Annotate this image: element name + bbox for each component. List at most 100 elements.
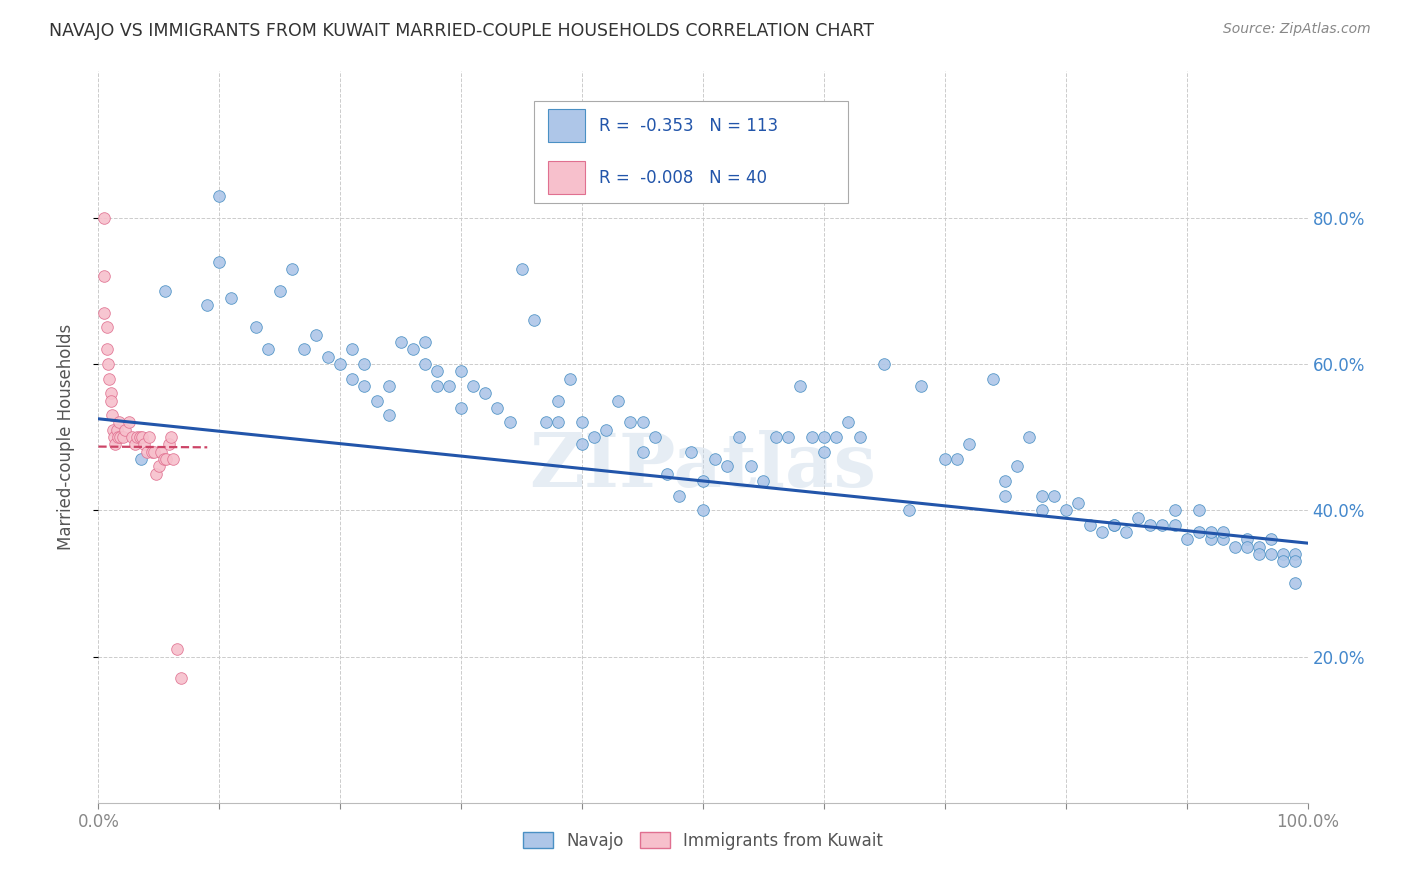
Point xyxy=(426,364,449,378)
Point xyxy=(1236,540,1258,554)
Point xyxy=(1199,525,1222,540)
Point xyxy=(498,416,520,430)
Point xyxy=(162,452,184,467)
Point xyxy=(571,416,593,430)
Point xyxy=(1284,547,1306,561)
Point xyxy=(402,343,425,357)
Point xyxy=(981,371,1004,385)
Point xyxy=(1260,533,1282,547)
Y-axis label: Married-couple Households: Married-couple Households xyxy=(56,324,75,550)
Point xyxy=(1007,459,1029,474)
Point xyxy=(1115,525,1137,540)
Point xyxy=(1102,517,1125,532)
Point xyxy=(679,444,702,458)
Point xyxy=(1152,517,1174,532)
Point xyxy=(1031,489,1053,503)
Bar xyxy=(548,110,585,143)
Point xyxy=(105,423,128,437)
Point xyxy=(111,430,134,444)
Point xyxy=(138,430,160,444)
Point xyxy=(558,371,581,385)
Point xyxy=(107,430,129,444)
Point xyxy=(644,430,666,444)
Point xyxy=(195,298,218,312)
Point xyxy=(692,503,714,517)
Point xyxy=(1223,540,1246,554)
Text: NAVAJO VS IMMIGRANTS FROM KUWAIT MARRIED-COUPLE HOUSEHOLDS CORRELATION CHART: NAVAJO VS IMMIGRANTS FROM KUWAIT MARRIED… xyxy=(49,22,875,40)
Point xyxy=(426,379,449,393)
Point xyxy=(655,467,678,481)
Text: R =  -0.353   N = 113: R = -0.353 N = 113 xyxy=(599,117,778,135)
Point xyxy=(152,452,174,467)
Point xyxy=(450,401,472,415)
Point xyxy=(342,343,364,357)
Point xyxy=(716,459,738,474)
Point xyxy=(377,408,399,422)
Point xyxy=(450,364,472,378)
Point xyxy=(1128,510,1150,524)
Point xyxy=(1163,503,1185,517)
Point xyxy=(740,459,762,474)
Point xyxy=(150,444,173,458)
Point xyxy=(873,357,896,371)
Point xyxy=(583,430,606,444)
Point xyxy=(166,642,188,657)
Point xyxy=(145,467,167,481)
Point xyxy=(129,452,152,467)
Point xyxy=(1091,525,1114,540)
Point xyxy=(1031,503,1053,517)
Point xyxy=(104,437,127,451)
Point xyxy=(128,430,150,444)
Point xyxy=(813,444,835,458)
Point xyxy=(1249,547,1271,561)
Point xyxy=(413,357,436,371)
Point xyxy=(114,423,136,437)
Point xyxy=(127,430,149,444)
Point xyxy=(316,350,339,364)
Point xyxy=(547,393,569,408)
Point xyxy=(474,386,496,401)
Point xyxy=(98,371,121,385)
Point xyxy=(353,379,375,393)
Point xyxy=(221,291,243,305)
Point xyxy=(1272,547,1295,561)
Point xyxy=(510,261,533,276)
Point xyxy=(1272,554,1295,568)
Point xyxy=(93,211,115,225)
Point xyxy=(342,371,364,385)
Point xyxy=(692,474,714,488)
Point xyxy=(1067,496,1090,510)
Point xyxy=(934,452,956,467)
Point xyxy=(571,437,593,451)
Point xyxy=(269,284,291,298)
Point xyxy=(97,357,120,371)
Point xyxy=(1249,540,1271,554)
Point xyxy=(160,430,183,444)
Point xyxy=(329,357,352,371)
Point xyxy=(153,284,176,298)
Point xyxy=(157,437,180,451)
Point xyxy=(486,401,509,415)
Point xyxy=(96,320,118,334)
FancyBboxPatch shape xyxy=(534,101,848,203)
Point xyxy=(93,269,115,284)
Point xyxy=(1284,554,1306,568)
Point xyxy=(1260,547,1282,561)
Point xyxy=(353,357,375,371)
Point xyxy=(292,343,315,357)
Point xyxy=(377,379,399,393)
Point xyxy=(100,386,122,401)
Point xyxy=(534,416,557,430)
Point xyxy=(1199,533,1222,547)
Point xyxy=(765,430,787,444)
Point xyxy=(631,444,654,458)
Point xyxy=(619,416,641,430)
Point xyxy=(131,430,153,444)
Point xyxy=(957,437,980,451)
Text: ZIPatlas: ZIPatlas xyxy=(530,430,876,503)
Point xyxy=(118,416,141,430)
Point xyxy=(1188,525,1211,540)
Point xyxy=(595,423,617,437)
Point xyxy=(800,430,823,444)
Point xyxy=(100,393,122,408)
